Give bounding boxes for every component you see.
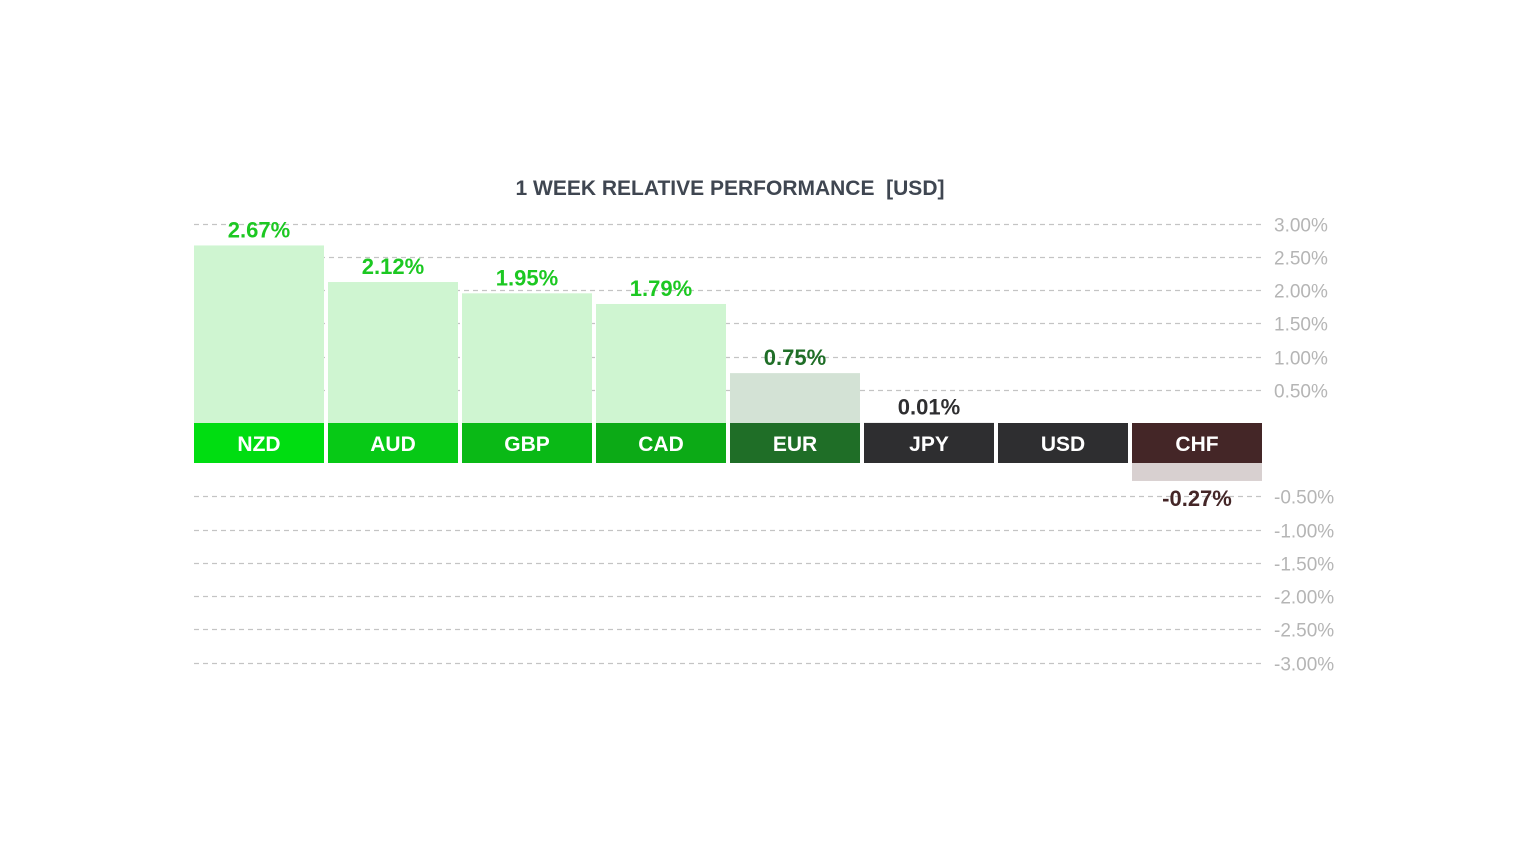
y-tick-label: 3.00% bbox=[1274, 216, 1328, 237]
category-labels: NZD AUD GBP CAD EUR JPY USD CHF bbox=[194, 423, 1262, 463]
y-tick-label: 2.00% bbox=[1274, 282, 1328, 303]
category-box-nzd bbox=[194, 423, 324, 463]
value-label-eur: 0.75% bbox=[764, 345, 826, 370]
category-box-cad bbox=[596, 423, 726, 463]
grid-lines: 3.00% 2.50% 2.00% 1.50% 1.00% 0.50% -0.50% -1.0… bbox=[194, 216, 1334, 676]
value-label-gbp: 1.95% bbox=[496, 265, 558, 290]
category-label-cad: CAD bbox=[638, 433, 684, 456]
category-label-usd: USD bbox=[1041, 433, 1085, 456]
category-box-usd bbox=[998, 423, 1128, 463]
y-tick-label: 2.50% bbox=[1274, 249, 1328, 270]
y-tick-label: -3.00% bbox=[1274, 655, 1334, 676]
category-box-chf bbox=[1132, 423, 1262, 463]
value-label-cad: 1.79% bbox=[630, 276, 692, 301]
category-label-chf: CHF bbox=[1175, 433, 1218, 456]
bars bbox=[194, 245, 1262, 481]
bar-jpy bbox=[864, 422, 994, 423]
y-tick-label: -0.50% bbox=[1274, 488, 1334, 509]
bar-cad bbox=[596, 303, 726, 423]
bar-aud bbox=[328, 282, 458, 423]
value-label-nzd: 2.67% bbox=[228, 217, 290, 242]
y-tick-label: -1.00% bbox=[1274, 522, 1334, 543]
bar-chf bbox=[1132, 463, 1262, 481]
value-label-chf: -0.27% bbox=[1162, 486, 1232, 511]
chart-title: 1 WEEK RELATIVE PERFORMANCE [USD] bbox=[516, 177, 945, 200]
value-label-aud: 2.12% bbox=[362, 254, 424, 279]
category-label-gbp: GBP bbox=[504, 433, 550, 456]
category-box-gbp bbox=[462, 423, 592, 463]
value-label-jpy: 0.01% bbox=[898, 394, 960, 419]
y-tick-label: -2.00% bbox=[1274, 588, 1334, 609]
category-label-aud: AUD bbox=[370, 433, 416, 456]
y-tick-label: -2.50% bbox=[1274, 621, 1334, 642]
category-box-jpy bbox=[864, 423, 994, 463]
category-box-eur bbox=[730, 423, 860, 463]
bar-nzd bbox=[194, 245, 324, 423]
bar-gbp bbox=[462, 293, 592, 423]
bar-eur bbox=[730, 373, 860, 423]
category-label-jpy: JPY bbox=[909, 433, 949, 456]
y-tick-label: -1.50% bbox=[1274, 555, 1334, 576]
y-tick-label: 1.50% bbox=[1274, 315, 1328, 336]
category-label-nzd: NZD bbox=[237, 433, 280, 456]
y-tick-label: 0.50% bbox=[1274, 382, 1328, 403]
value-labels: 2.67% 2.12% 1.95% 1.79% 0.75% 0.01% -0.27% bbox=[228, 217, 1232, 511]
category-label-eur: EUR bbox=[773, 433, 817, 456]
category-box-aud bbox=[328, 423, 458, 463]
y-tick-label: 1.00% bbox=[1274, 349, 1328, 370]
